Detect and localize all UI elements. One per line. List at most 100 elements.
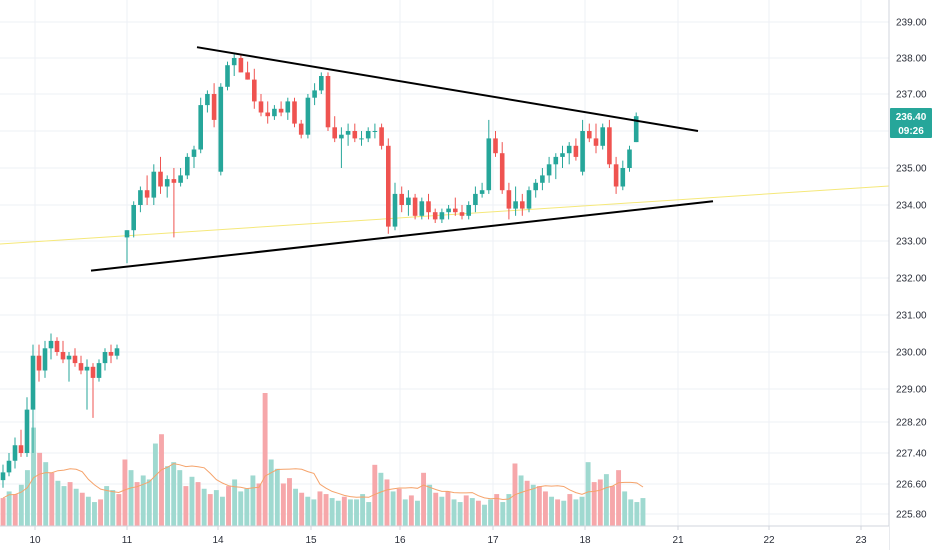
candle-body [627, 149, 632, 168]
candle-body [453, 208, 458, 213]
candle [332, 116, 337, 143]
candle [12, 437, 18, 469]
candle [231, 54, 237, 76]
volume-bar [37, 452, 43, 526]
candle [312, 83, 317, 106]
candle-body [466, 205, 471, 216]
candle [339, 127, 344, 168]
candle-body [359, 138, 364, 140]
earlier-candles [0, 333, 120, 488]
volume-bar [567, 494, 573, 526]
candle-body [225, 65, 230, 87]
volume-bar [341, 496, 347, 526]
volume-bar [226, 486, 231, 526]
candle [30, 344, 36, 453]
volume-bar [171, 462, 177, 526]
candle [526, 186, 532, 213]
time-tick-label: 16 [394, 535, 406, 546]
candle [553, 153, 559, 180]
candle [90, 363, 96, 418]
price-tick-label: 228.20 [896, 418, 927, 429]
time-tick-label: 22 [763, 535, 775, 546]
candle [406, 190, 411, 216]
candle-body [164, 179, 170, 187]
candle-body [78, 363, 84, 371]
candle-body [406, 197, 411, 205]
candle-body [566, 145, 572, 154]
candle [102, 348, 108, 371]
candle-body [546, 164, 552, 176]
price-tick-label: 234.00 [896, 201, 927, 212]
volume-bar [6, 491, 12, 526]
candle-body [36, 355, 42, 371]
candle-body [238, 58, 244, 73]
candle [272, 105, 277, 120]
candle [114, 344, 120, 360]
candle-body [399, 193, 404, 205]
time-tick-label: 18 [579, 535, 591, 546]
volume-bar [524, 480, 530, 526]
candle-body [151, 171, 157, 198]
volume-bar [79, 492, 85, 526]
candle [499, 142, 505, 194]
candle [372, 123, 378, 139]
candle [600, 123, 605, 150]
candle-body [386, 145, 391, 227]
last-price-badge: 236.40 09:26 [890, 108, 932, 138]
candle-body [218, 86, 224, 172]
time-tick-label: 15 [305, 535, 317, 546]
candle-body [245, 72, 250, 80]
volume-bar [518, 475, 524, 526]
candle-body [272, 108, 277, 117]
candle [151, 164, 157, 205]
candle-body [446, 208, 451, 213]
volume-bar [287, 478, 292, 526]
volume-bar [390, 491, 396, 526]
time-axis[interactable]: 10 11 14 15 16 17 18 21 22 23 [0, 525, 889, 550]
trendline-lower-support[interactable] [90, 200, 714, 272]
candle-body [365, 131, 371, 139]
volume-bar [165, 466, 171, 526]
candle-body [144, 190, 150, 198]
volume-bar [408, 495, 414, 526]
volume-bar [347, 499, 353, 526]
volume-bar [238, 491, 244, 526]
price-axis[interactable]: 239.00238.00237.00236.00235.00234.00233.… [888, 0, 932, 550]
candle-body [211, 94, 217, 120]
volume-bar [585, 462, 591, 526]
candle [620, 160, 626, 191]
candle [171, 168, 177, 238]
candle-body [124, 230, 130, 238]
candle-body [42, 348, 48, 371]
candle-body [96, 363, 102, 378]
time-tick-label: 17 [487, 535, 499, 546]
time-tick-label: 10 [29, 535, 41, 546]
volume-bar [305, 496, 311, 526]
candle [486, 119, 492, 194]
volume-bar [219, 496, 225, 526]
trendline-upper-resistance[interactable] [196, 46, 699, 132]
candle-body [12, 445, 18, 461]
volume-bar [591, 482, 597, 526]
candle [0, 464, 6, 488]
trendlines[interactable] [90, 46, 714, 272]
volume-bar [311, 499, 317, 526]
candle [573, 138, 579, 161]
candle [325, 72, 331, 131]
candle [419, 197, 425, 220]
candle [191, 145, 197, 168]
candle [580, 119, 585, 176]
candle-body [607, 127, 612, 165]
volume-bar [12, 494, 18, 526]
candle [292, 97, 297, 128]
candle-body [600, 127, 605, 146]
price-tick-label: 232.00 [896, 274, 927, 285]
yellow-guide-line[interactable] [0, 185, 890, 245]
volume-bar [610, 486, 615, 526]
candle-body [84, 366, 90, 371]
volume-bar [128, 470, 134, 526]
candle [412, 193, 418, 220]
volume-bar [354, 499, 359, 526]
